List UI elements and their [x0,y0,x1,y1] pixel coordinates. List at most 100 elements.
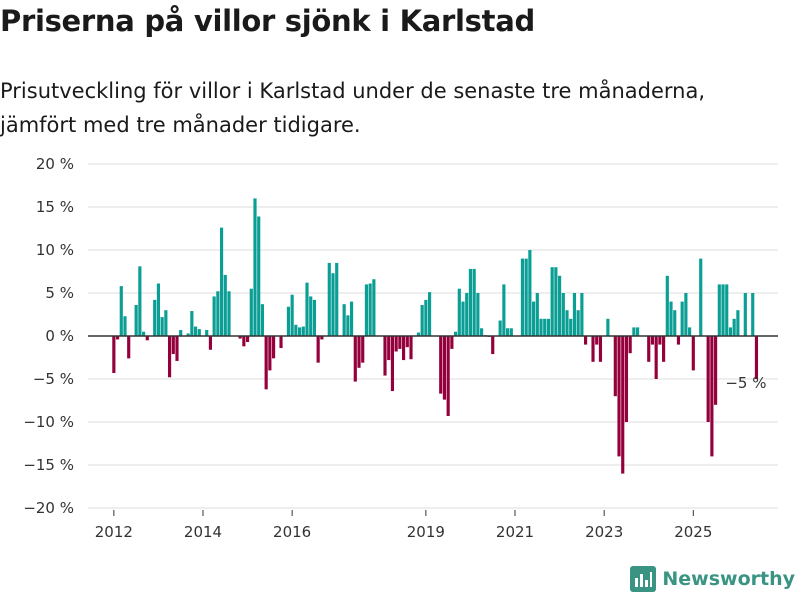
bar-negative [272,336,276,359]
bar-positive [164,310,168,336]
bar-positive [476,293,480,336]
bar-positive [532,301,536,336]
y-tick-label: 20 % [36,155,74,173]
bar-positive [565,310,569,336]
bar-positive [725,284,729,336]
bar-positive [160,317,164,336]
bar-positive [294,324,298,336]
x-tick-label: 2014 [184,523,222,541]
bar-positive [253,198,257,336]
bar-negative [647,336,651,362]
bar-positive [134,305,138,336]
bar-positive [298,327,302,336]
chart-title: Priserna på villor sjönk i Karlstad [0,4,535,38]
bar-positive [580,293,584,336]
grid-lines [88,163,778,509]
bar-positive [416,332,421,336]
y-tick-label: −15 % [23,456,74,474]
bar-positive [331,273,335,336]
bar-negative [264,336,268,390]
bar-negative [357,336,361,368]
bar-negative [242,336,246,347]
bar-positive [257,216,261,336]
x-tick-label: 2021 [496,523,534,541]
bar-negative [316,336,320,363]
y-tick-label: 15 % [36,198,74,216]
bar-positive [669,301,673,336]
bar-positive [561,293,565,336]
y-tick-label: 10 % [36,241,74,259]
y-tick-label: −10 % [23,413,74,431]
y-tick-label: −20 % [23,499,74,517]
bar-positive [327,262,331,336]
bar-negative [654,336,658,379]
bar-positive [428,292,432,336]
bar-negative [662,336,666,362]
bar-negative [691,336,695,371]
bar-negative [115,336,120,340]
bar-positive [751,293,755,336]
bar-positive [606,318,610,336]
bar-positive [680,301,684,336]
bar-positive [457,288,461,336]
bar-positive [535,293,539,336]
bar-positive [454,331,458,336]
bar-positive [554,267,558,336]
x-axis-ticks: 2012 2014 2016 2019 2021 2023 2025 [95,510,712,541]
bar-negative [268,336,272,371]
bar-positive [305,282,309,336]
x-tick-label: 2019 [407,523,445,541]
bar-negative [390,336,395,392]
bar-positive [212,296,216,336]
bar-positive [728,327,733,336]
bar-negative [245,336,250,343]
bar-positive [346,315,350,336]
bar-negative [706,336,710,422]
bar-negative [167,336,172,378]
bar-positive [335,262,339,336]
bar-negative [208,336,213,350]
bar-negative [171,336,175,355]
bar-positive [350,301,354,336]
bar-negative [714,336,718,405]
bar-negative [491,336,495,355]
bar-negative [353,336,357,382]
bar-positive [572,293,577,336]
bar-negative [238,336,242,339]
bar-positive [506,328,510,336]
bar-negative [402,336,406,361]
brand-name: Newsworthy [662,568,795,590]
bar-negative [439,336,443,394]
bar-positive [368,283,372,336]
bar-negative [624,336,629,422]
bar-negative [405,336,409,348]
bar-positive [472,268,476,336]
bar-positive [372,279,376,336]
bar-positive [249,288,253,336]
bar-positive [193,326,198,336]
bar-negative [112,336,116,373]
bar-positive [546,318,551,336]
bar-positive [461,301,465,336]
bar-negative [127,336,131,359]
bar-positive [665,275,669,336]
bar-positive [205,329,209,336]
bar-positive [190,311,194,336]
bar-positive [717,284,721,336]
bar-positive [569,318,573,336]
bar-positive [502,284,506,336]
bar-positive [364,284,369,336]
bar-positive [219,227,224,336]
bar-negative [361,336,365,363]
y-tick-label: 5 % [45,284,74,302]
bar-positive [260,304,265,336]
bar-positive [138,266,142,336]
bar-positive [216,291,220,336]
chart-subtitle: Prisutveckling för villor i Karlstad und… [0,74,780,142]
bar-negative [595,336,599,345]
x-tick-label: 2016 [273,523,311,541]
bar-positive [509,328,513,336]
bar-negative [628,336,632,354]
bar-negative [145,336,149,341]
